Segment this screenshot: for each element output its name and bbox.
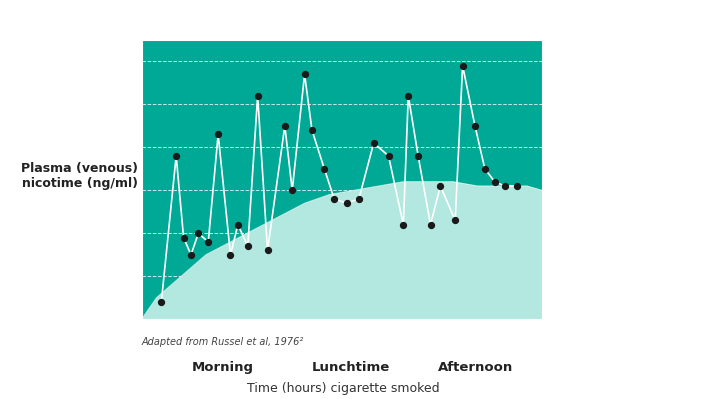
Point <box>329 196 340 202</box>
Text: Morning: Morning <box>192 361 254 374</box>
Point <box>156 299 167 305</box>
Point <box>307 127 318 133</box>
Point <box>193 230 204 237</box>
Text: Time (hours) cigarette smoked: Time (hours) cigarette smoked <box>247 382 440 395</box>
Text: A patch for background
nicotine substitution: A patch for background nicotine substitu… <box>578 243 693 267</box>
Text: Afternoon: Afternoon <box>438 361 513 374</box>
Point <box>413 153 424 159</box>
Point <box>252 93 263 99</box>
Point <box>185 251 197 258</box>
Point <box>202 239 214 245</box>
Point <box>511 183 523 189</box>
Text: Plasma (venous)
nicotime (ng/ml): Plasma (venous) nicotime (ng/ml) <box>21 162 138 190</box>
Point <box>469 122 481 129</box>
Point <box>178 234 189 241</box>
Point <box>489 178 501 185</box>
Point <box>319 166 330 172</box>
Text: A craving reliever for
breakthrough cravings: A craving reliever for breakthrough crav… <box>578 114 690 138</box>
Point <box>341 200 352 206</box>
Text: Adapted from Russel et al, 1976²: Adapted from Russel et al, 1976² <box>142 337 304 347</box>
Point <box>299 71 310 77</box>
Point <box>225 251 236 258</box>
Point <box>457 63 468 69</box>
Point <box>242 243 253 249</box>
Point <box>403 93 414 99</box>
Point <box>479 166 491 172</box>
Text: Lunchtime: Lunchtime <box>312 361 389 374</box>
Point <box>383 153 394 159</box>
Point <box>353 196 365 202</box>
Point <box>279 122 290 129</box>
Point <box>435 183 446 189</box>
Point <box>499 183 510 189</box>
Point <box>287 187 298 194</box>
Point <box>212 131 224 138</box>
Point <box>262 247 273 254</box>
Point <box>450 217 461 223</box>
Point <box>398 221 409 228</box>
Point <box>425 221 436 228</box>
Point <box>171 153 182 159</box>
Point <box>232 221 244 228</box>
Point <box>368 140 379 146</box>
